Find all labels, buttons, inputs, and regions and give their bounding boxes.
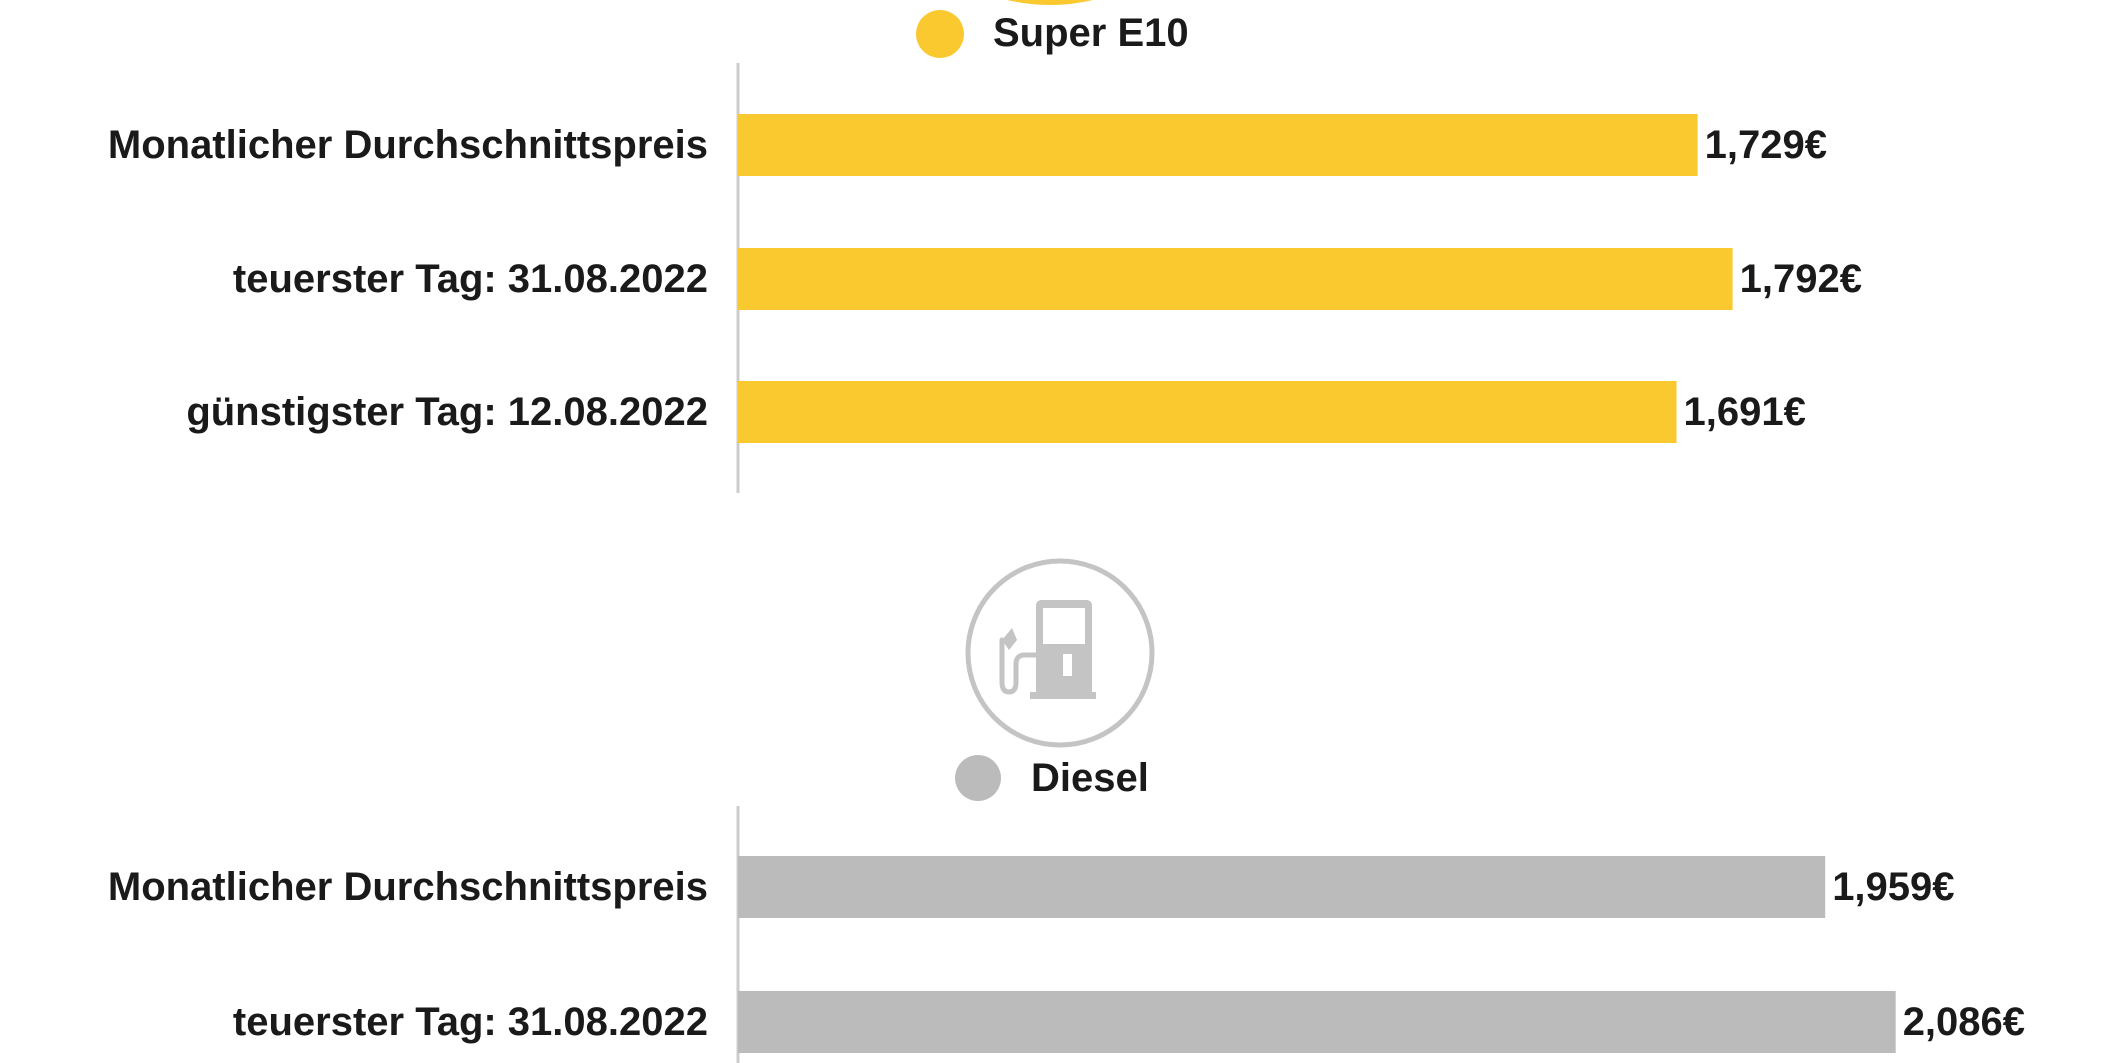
- bar-e10-cheapest: [738, 381, 1677, 443]
- legend-swatch-diesel: [955, 755, 1001, 801]
- cropped-e10-icon: [1007, 0, 1093, 5]
- legend-swatch-e10: [916, 10, 964, 58]
- chart-panel-e10: Super E10 Monatlicher Durchschnittspreis…: [108, 10, 1862, 493]
- data-label: 1,959€: [1832, 865, 1954, 909]
- data-label: 2,086€: [1903, 1000, 2025, 1044]
- category-label: teuerster Tag: 31.08.2022: [233, 257, 708, 301]
- data-label: 1,691€: [1684, 390, 1806, 434]
- chart-panel-diesel: Diesel Monatlicher Durchschnittspreis 1,…: [108, 558, 2025, 1063]
- bar-diesel-most-expensive: [738, 991, 1896, 1053]
- bar-e10-most-expensive: [738, 248, 1733, 310]
- fuel-pump-icon: [965, 558, 1155, 748]
- legend-label-diesel: Diesel: [1031, 756, 1149, 800]
- category-label: Monatlicher Durchschnittspreis: [108, 865, 708, 909]
- category-label: günstigster Tag: 12.08.2022: [186, 390, 708, 434]
- data-label: 1,729€: [1705, 123, 1827, 167]
- category-label: Monatlicher Durchschnittspreis: [108, 123, 708, 167]
- category-label: teuerster Tag: 31.08.2022: [233, 1000, 708, 1044]
- bar-diesel-average: [738, 856, 1826, 918]
- data-label: 1,792€: [1740, 257, 1862, 301]
- bar-e10-average: [738, 114, 1698, 176]
- legend-label-e10: Super E10: [993, 11, 1189, 55]
